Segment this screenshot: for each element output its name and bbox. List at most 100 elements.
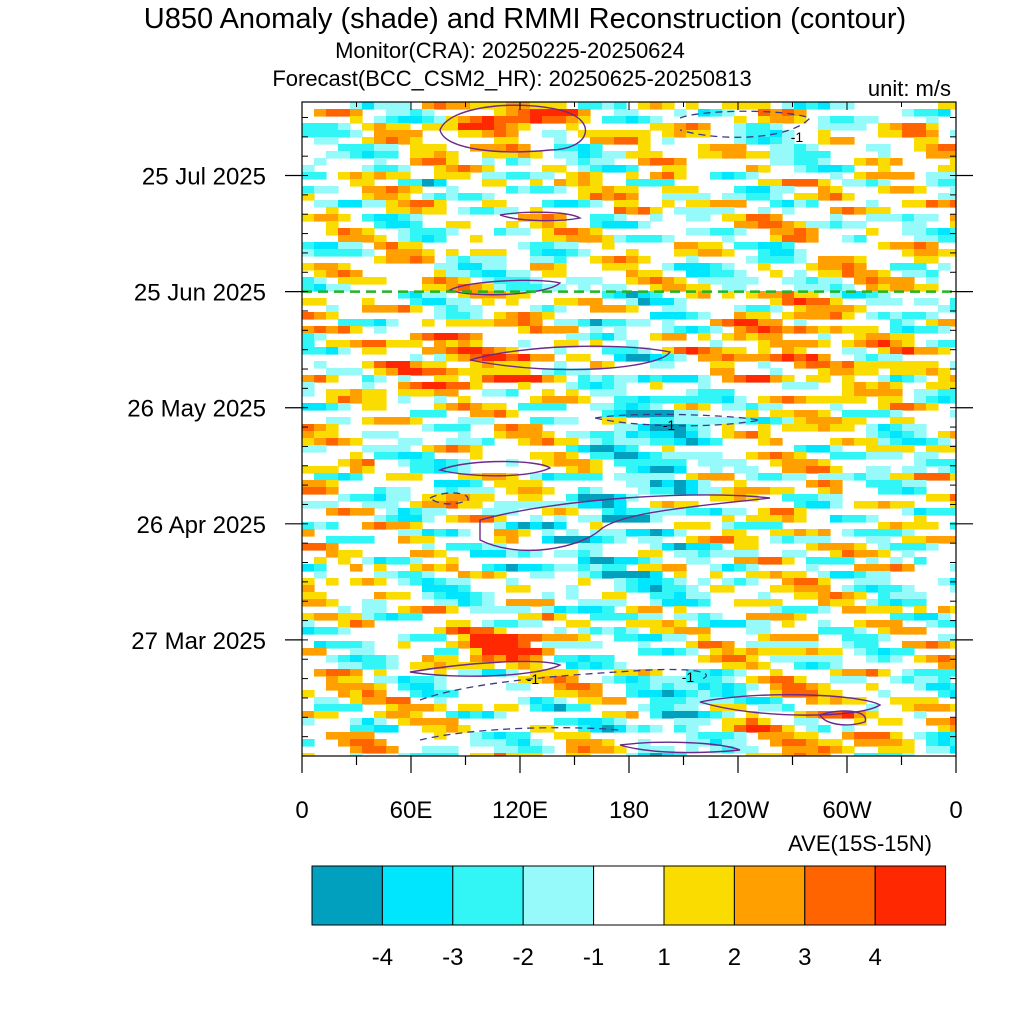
anomaly-cell (878, 130, 891, 138)
anomaly-cell (578, 599, 591, 607)
anomaly-cell (818, 284, 831, 292)
anomaly-cell (722, 431, 735, 439)
anomaly-cell (650, 277, 663, 285)
anomaly-cell (674, 347, 687, 355)
anomaly-cell (722, 228, 735, 236)
anomaly-cell (830, 676, 843, 684)
anomaly-cell (746, 326, 759, 334)
anomaly-cell (758, 508, 771, 516)
anomaly-cell (794, 746, 807, 754)
anomaly-cell (542, 249, 555, 257)
anomaly-cell (722, 389, 735, 397)
anomaly-cell (590, 746, 603, 754)
anomaly-cell (326, 312, 339, 320)
anomaly-cell (734, 669, 747, 677)
anomaly-cell (398, 235, 411, 243)
x-tick-label: 180 (609, 797, 649, 824)
anomaly-cell (446, 123, 459, 131)
anomaly-cell (578, 704, 591, 712)
anomaly-cell (650, 361, 663, 369)
anomaly-cell (590, 403, 603, 411)
anomaly-cell (866, 284, 879, 292)
anomaly-cell (602, 410, 615, 418)
anomaly-cell (458, 529, 471, 537)
anomaly-cell (566, 676, 579, 684)
anomaly-cell (722, 620, 735, 628)
anomaly-cell (350, 494, 363, 502)
anomaly-cell (938, 578, 951, 586)
anomaly-cell (902, 585, 915, 593)
anomaly-cell (602, 116, 615, 124)
anomaly-cell (806, 606, 819, 614)
anomaly-cell (890, 473, 903, 481)
anomaly-cell (698, 123, 711, 131)
anomaly-cell (446, 718, 459, 726)
anomaly-cell (626, 620, 639, 628)
anomaly-cell (422, 291, 435, 299)
anomaly-cell (698, 389, 711, 397)
anomaly-cell (518, 284, 531, 292)
anomaly-cell (842, 550, 855, 558)
anomaly-cell (638, 620, 651, 628)
anomaly-cell (722, 732, 735, 740)
anomaly-cell (686, 291, 699, 299)
anomaly-cell (302, 431, 315, 439)
anomaly-cell (806, 382, 819, 390)
anomaly-cell (590, 641, 603, 649)
anomaly-cell (614, 403, 627, 411)
anomaly-cell (326, 214, 339, 222)
anomaly-cell (566, 249, 579, 257)
anomaly-cell (854, 417, 867, 425)
anomaly-cell (530, 753, 543, 756)
anomaly-cell (326, 396, 339, 404)
anomaly-cell (566, 144, 579, 152)
anomaly-cell (890, 263, 903, 271)
anomaly-cell (722, 354, 735, 362)
anomaly-cell (674, 249, 687, 257)
anomaly-cell (950, 340, 956, 348)
anomaly-cell (506, 669, 519, 677)
anomaly-cell (506, 564, 519, 572)
anomaly-cell (902, 641, 915, 649)
anomaly-cell (590, 151, 603, 159)
anomaly-cell (806, 655, 819, 663)
anomaly-cell (422, 298, 435, 306)
anomaly-cell (578, 732, 591, 740)
anomaly-cell (866, 655, 879, 663)
anomaly-cell (542, 130, 555, 138)
anomaly-cell (698, 634, 711, 642)
anomaly-cell (686, 431, 699, 439)
anomaly-cell (590, 172, 603, 180)
anomaly-cell (338, 536, 351, 544)
anomaly-cell (746, 557, 759, 565)
anomaly-cell (794, 424, 807, 432)
anomaly-cell (350, 683, 363, 691)
anomaly-cell (818, 326, 831, 334)
anomaly-cell (746, 123, 759, 131)
anomaly-cell (722, 508, 735, 516)
anomaly-cell (494, 263, 507, 271)
anomaly-cell (374, 172, 387, 180)
anomaly-cell (350, 340, 363, 348)
anomaly-cell (662, 200, 675, 208)
anomaly-cell (734, 697, 747, 705)
anomaly-cell (410, 571, 423, 579)
anomaly-cell (914, 452, 927, 460)
anomaly-cell (902, 445, 915, 453)
anomaly-cell (470, 501, 483, 509)
anomaly-cell (326, 676, 339, 684)
anomaly-cell (734, 123, 747, 131)
anomaly-cell (746, 676, 759, 684)
anomaly-cell (770, 403, 783, 411)
anomaly-cell (362, 361, 375, 369)
anomaly-cell (758, 599, 771, 607)
anomaly-cell (542, 487, 555, 495)
anomaly-cell (602, 536, 615, 544)
anomaly-cell (830, 403, 843, 411)
anomaly-cell (830, 445, 843, 453)
anomaly-cell (662, 158, 675, 166)
anomaly-cell (890, 627, 903, 635)
anomaly-cell (770, 704, 783, 712)
anomaly-cell (434, 116, 447, 124)
